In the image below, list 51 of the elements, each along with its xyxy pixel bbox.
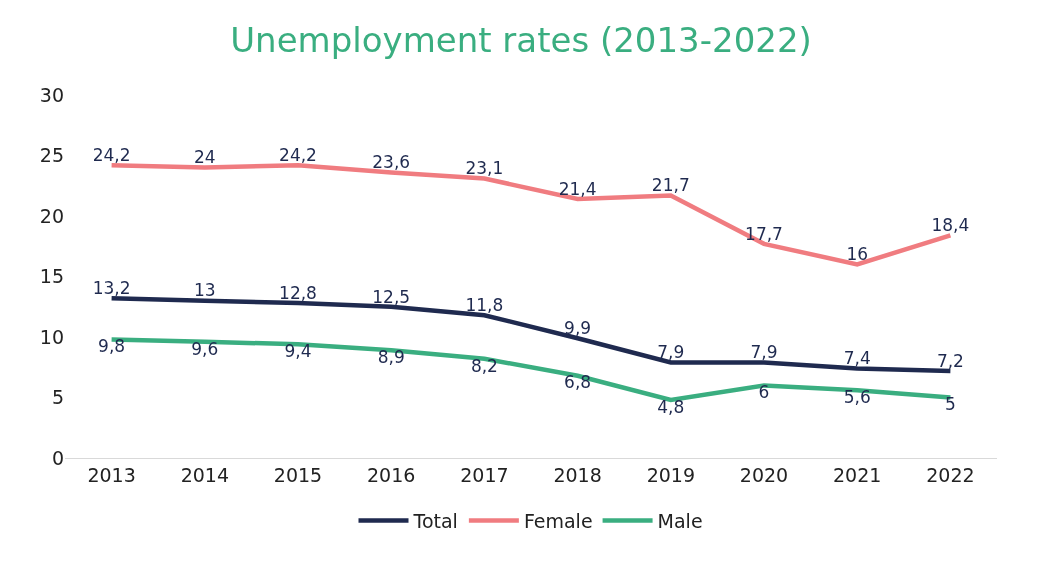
data-label: 8,2 <box>470 355 498 376</box>
x-tick-label: 2018 <box>553 463 602 486</box>
data-label: 7,9 <box>657 342 685 363</box>
data-label: 23,1 <box>465 158 504 179</box>
data-label: 13 <box>193 280 216 301</box>
y-tick-label: 10 <box>39 325 64 348</box>
data-label: 6,8 <box>564 372 592 393</box>
x-tick-label: 2017 <box>460 463 509 486</box>
legend-label: Total <box>412 509 458 532</box>
data-label: 9,9 <box>564 317 592 338</box>
data-label: 9,4 <box>284 341 312 362</box>
data-label: 21,7 <box>651 175 690 196</box>
data-label: 4,8 <box>657 396 685 417</box>
data-label: 5 <box>944 394 956 415</box>
data-label: 11,8 <box>465 294 504 315</box>
legend-label: Female <box>523 509 593 532</box>
legend-label: Male <box>657 509 703 532</box>
x-tick-label: 2020 <box>739 463 789 486</box>
y-tick-label: 30 <box>39 83 64 106</box>
data-label: 24,2 <box>279 144 317 165</box>
chart-title: Unemployment rates (2013-2022) <box>230 19 812 60</box>
data-label: 8,9 <box>377 347 405 368</box>
data-label: 9,8 <box>98 336 126 357</box>
y-tick-label: 15 <box>39 265 64 288</box>
data-label: 5,6 <box>843 386 871 407</box>
data-label: 24,2 <box>92 144 131 165</box>
x-tick-label: 2016 <box>367 463 416 486</box>
data-label: 17,7 <box>745 223 783 244</box>
x-tick-label: 2022 <box>926 463 975 486</box>
data-label: 6 <box>758 382 770 403</box>
y-tick-label: 0 <box>51 446 64 469</box>
data-label: 18,4 <box>931 215 970 236</box>
y-tick-label: 20 <box>39 204 64 227</box>
data-label: 12,8 <box>279 282 317 303</box>
x-tick-label: 2013 <box>87 463 136 486</box>
data-label: 7,2 <box>936 350 964 371</box>
data-label: 16 <box>846 244 869 265</box>
data-label: 12,5 <box>372 286 411 307</box>
y-tick-label: 25 <box>39 144 64 167</box>
x-tick-label: 2014 <box>180 463 229 486</box>
data-label: 23,6 <box>372 152 411 173</box>
data-label: 9,6 <box>191 338 219 359</box>
y-tick-label: 5 <box>51 386 64 409</box>
x-tick-label: 2021 <box>833 463 882 486</box>
x-tick-label: 2015 <box>273 463 323 486</box>
data-label: 7,4 <box>843 348 871 369</box>
x-tick-label: 2019 <box>646 463 695 486</box>
data-label: 21,4 <box>558 178 597 199</box>
data-label: 24 <box>193 147 216 168</box>
data-label: 7,9 <box>750 342 778 363</box>
data-label: 13,2 <box>92 278 131 299</box>
